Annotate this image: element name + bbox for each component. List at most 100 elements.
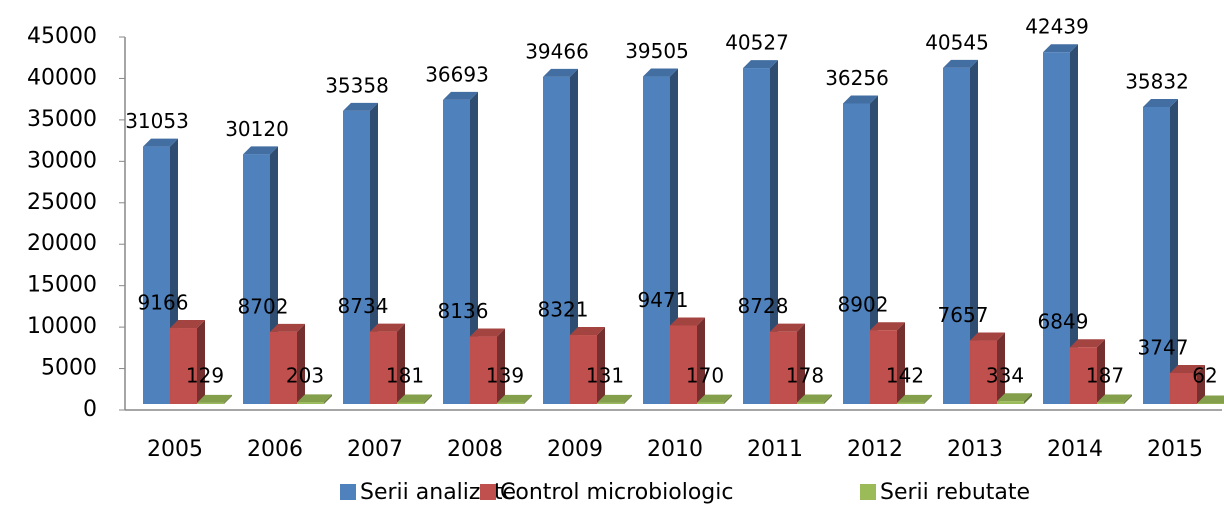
bar-top [897,394,932,403]
bar [597,402,624,404]
value-label: 9471 [638,288,689,312]
value-label: 131 [586,364,624,388]
bar-top [270,323,305,332]
value-label: 36256 [825,66,889,90]
bar-top [797,394,832,403]
bar-side [770,60,778,404]
bar [770,331,797,404]
value-label: 139 [486,364,524,388]
y-tick-label: 45000 [27,24,97,49]
value-label: 203 [286,364,324,388]
bar [870,330,897,404]
value-label: 7657 [938,303,989,327]
bar [1070,347,1097,404]
y-tick-label: 30000 [27,148,97,173]
bar [443,99,470,404]
bar-top [370,323,405,332]
legend-label: Control microbiologic [500,480,733,505]
y-tick-label: 35000 [27,107,97,132]
bar [197,402,224,404]
bar-side [397,323,405,404]
bar [570,335,597,404]
value-label: 40527 [725,31,789,55]
bar-top [697,394,732,403]
bar-side [824,394,832,404]
bar-side [697,317,705,404]
bar [470,336,497,404]
bar [370,331,397,404]
value-label: 35832 [1125,69,1189,93]
value-label: 40545 [925,30,989,54]
bar [497,402,524,404]
bar-side [797,323,805,404]
bar-top [743,60,778,69]
bar-side [1024,393,1032,404]
value-label: 8136 [438,299,489,323]
bar-side [924,394,932,404]
bar-top [1197,395,1224,404]
bar-top [443,91,478,100]
bar-side [970,59,978,404]
value-label: 6849 [1038,310,1089,334]
bar [143,146,170,404]
x-tick-label: 2015 [1147,437,1203,462]
bar [1170,372,1197,404]
bar-top [1170,364,1205,373]
value-label: 39505 [625,39,689,63]
bar-top [1097,394,1132,403]
bar-side [470,91,478,404]
bar [543,76,570,404]
x-tick-label: 2005 [147,437,203,462]
x-tick-label: 2009 [547,437,603,462]
value-label: 62 [1192,364,1217,388]
value-label: 170 [686,364,724,388]
bar-top [343,102,378,111]
x-tick-label: 2008 [447,437,503,462]
y-tick-label: 5000 [41,356,97,381]
bar [970,340,997,404]
y-tick-label: 0 [83,397,97,422]
value-label: 8902 [838,293,889,317]
bar [897,402,924,404]
bar-side [597,327,605,404]
bar-top [170,320,205,329]
bar [1097,402,1124,404]
bar-top [470,328,505,337]
bar [270,331,297,404]
value-label: 3747 [1138,335,1189,359]
bar-side [1070,44,1078,404]
value-label: 31053 [125,109,189,133]
bar-top [670,317,705,326]
bar-top [770,323,805,332]
bar-side [724,394,732,404]
x-tick-label: 2012 [847,437,903,462]
y-tick-label: 15000 [27,273,97,298]
bar [1043,52,1070,404]
x-tick-label: 2006 [247,437,303,462]
bar-top [243,146,278,155]
bar [297,402,324,404]
bar-side [524,394,532,404]
bar-top [1043,44,1078,53]
bar-top [197,394,232,403]
bar-top [570,327,605,336]
bar-side [497,328,505,404]
bar-top [843,95,878,104]
x-tick-label: 2007 [347,437,403,462]
bar [943,67,970,404]
bar-side [1124,394,1132,404]
value-label: 8728 [738,294,789,318]
y-tick-label: 40000 [27,65,97,90]
bar-side [897,322,905,404]
bar-side [197,320,205,404]
bar [670,325,697,404]
value-label: 178 [786,364,824,388]
bar-side [570,68,578,404]
bar-top [543,68,578,77]
bar [243,154,270,404]
y-tick-label: 25000 [27,190,97,215]
value-label: 42439 [1025,15,1089,39]
bar [697,402,724,404]
bar-top [143,138,178,147]
bar-top [597,394,632,403]
